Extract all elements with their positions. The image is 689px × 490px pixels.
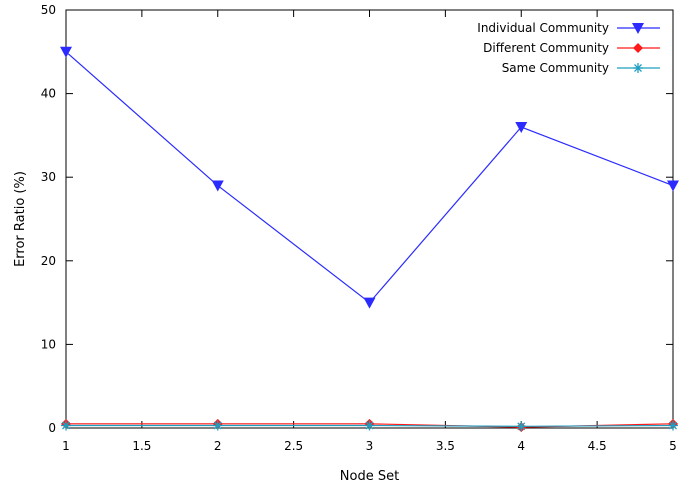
x-tick-label: 1 bbox=[62, 439, 70, 453]
legend-marker bbox=[633, 63, 643, 73]
series-1 bbox=[60, 46, 679, 309]
y-tick-label: 40 bbox=[41, 87, 56, 101]
legend-marker bbox=[632, 23, 644, 34]
x-tick-label: 4 bbox=[517, 439, 525, 453]
x-axis-title: Node Set bbox=[340, 469, 399, 484]
data-point bbox=[364, 420, 375, 431]
marker-stroke bbox=[634, 64, 642, 72]
marker-stroke bbox=[669, 421, 677, 430]
legend: Individual Community Different Community S… bbox=[477, 21, 660, 75]
data-point bbox=[515, 122, 528, 134]
y-tick-label: 20 bbox=[41, 254, 56, 268]
y-tick-label: 10 bbox=[41, 337, 56, 351]
data-point bbox=[211, 180, 224, 192]
data-point bbox=[516, 421, 527, 432]
x-tick-label: 3.5 bbox=[436, 439, 455, 453]
x-tick-label: 3 bbox=[366, 439, 374, 453]
legend-label: Different Community bbox=[483, 41, 609, 55]
series-layer bbox=[60, 46, 679, 433]
marker-stroke bbox=[213, 421, 222, 430]
legend-item: Individual Community bbox=[477, 21, 660, 35]
x-tick-label: 5 bbox=[669, 439, 677, 453]
x-tick-label: 2 bbox=[214, 439, 222, 453]
data-point bbox=[667, 180, 679, 192]
marker-stroke bbox=[365, 421, 374, 430]
series-3 bbox=[61, 420, 678, 432]
marker-stroke bbox=[517, 422, 526, 431]
y-tick-label: 50 bbox=[41, 3, 56, 17]
legend-label: Same Community bbox=[502, 61, 609, 75]
legend-item: Different Community bbox=[483, 41, 660, 55]
x-tick-label: 4.5 bbox=[588, 439, 607, 453]
x-tick-label: 1.5 bbox=[132, 439, 151, 453]
legend-item: Same Community bbox=[502, 61, 660, 75]
y-tick-label: 0 bbox=[48, 421, 56, 435]
data-point bbox=[363, 297, 376, 309]
legend-label: Individual Community bbox=[477, 21, 609, 35]
data-point bbox=[60, 46, 72, 58]
y-axis-title: Error Ratio (%) bbox=[13, 171, 28, 267]
y-tick-label: 30 bbox=[41, 170, 56, 184]
x-tick-label: 2.5 bbox=[284, 439, 303, 453]
data-point bbox=[668, 420, 678, 431]
marker-stroke bbox=[62, 421, 70, 430]
series-line bbox=[65, 51, 674, 304]
data-point bbox=[61, 420, 71, 431]
data-point bbox=[212, 420, 223, 431]
legend-marker bbox=[633, 43, 643, 53]
